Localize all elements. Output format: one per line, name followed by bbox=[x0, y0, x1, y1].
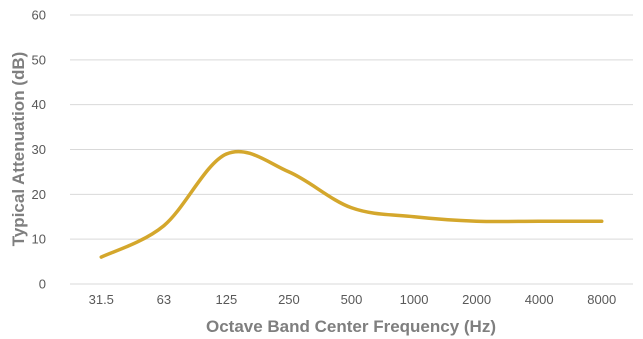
gridlines bbox=[70, 14, 633, 285]
series-layer bbox=[99, 149, 604, 259]
x-tick-label: 250 bbox=[278, 292, 300, 307]
y-tick-label: 0 bbox=[39, 277, 46, 292]
x-tick-label: 1000 bbox=[400, 292, 429, 307]
data-point-125 bbox=[224, 152, 228, 156]
data-point-31.5 bbox=[99, 255, 103, 259]
data-point-250 bbox=[287, 170, 291, 174]
x-tick-label: 125 bbox=[216, 292, 238, 307]
y-tick-label: 60 bbox=[32, 8, 46, 23]
x-tick-label: 31.5 bbox=[89, 292, 114, 307]
data-point-8000 bbox=[600, 219, 604, 223]
data-point-500 bbox=[350, 206, 353, 210]
x-axis-title: Octave Band Center Frequency (Hz) bbox=[206, 317, 496, 336]
data-point-2000 bbox=[475, 219, 479, 223]
data-point-4000 bbox=[537, 219, 541, 223]
y-axis-title: Typical Attenuation (dB) bbox=[9, 52, 28, 247]
x-axis-ticks: 31.5 63 125 250 500 1000 2000 4000 8000 bbox=[89, 292, 617, 307]
x-tick-label: 4000 bbox=[525, 292, 554, 307]
x-tick-label: 500 bbox=[341, 292, 363, 307]
data-point-1000 bbox=[412, 215, 416, 219]
y-tick-label: 40 bbox=[32, 97, 46, 112]
x-tick-label: 2000 bbox=[462, 292, 491, 307]
data-point-63 bbox=[162, 224, 166, 228]
x-tick-label: 8000 bbox=[587, 292, 616, 307]
y-tick-label: 10 bbox=[32, 232, 46, 247]
y-axis-ticks: 0 10 20 30 40 50 60 bbox=[32, 8, 46, 292]
x-tick-label: 63 bbox=[157, 292, 171, 307]
y-tick-label: 30 bbox=[32, 142, 46, 157]
y-tick-label: 20 bbox=[32, 187, 46, 202]
y-tick-label: 50 bbox=[32, 52, 46, 67]
series-line-0 bbox=[99, 149, 604, 259]
